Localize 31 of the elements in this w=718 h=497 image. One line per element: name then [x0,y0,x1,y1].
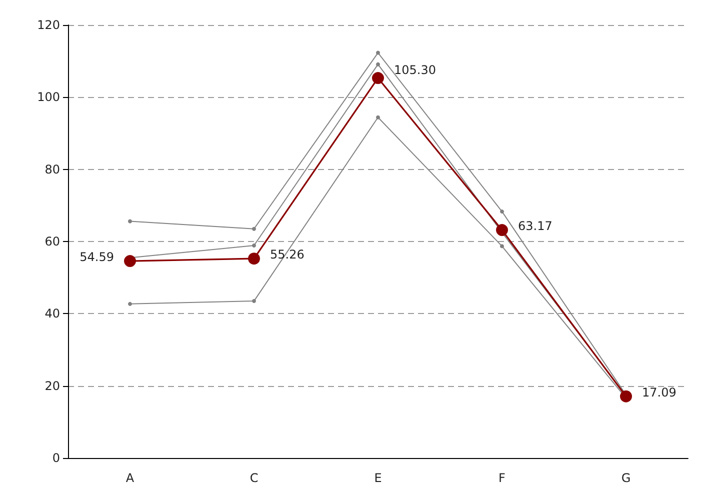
y-tick-label: 120 [37,18,60,32]
point [500,244,504,248]
x-tick-label: E [374,471,382,485]
x-tick-label: G [621,471,631,485]
y-tick-label: 80 [44,162,60,176]
point [252,226,256,231]
point [128,219,132,224]
data-label: 54.59 [80,250,114,264]
point [128,302,132,306]
data-label: 63.17 [518,219,552,234]
point [252,243,256,248]
y-tick-label: 40 [44,306,60,321]
y-tick-label: 20 [44,378,60,393]
point [252,299,256,304]
y-tick-label: 60 [44,234,60,248]
point [248,252,260,265]
point [500,210,504,214]
x-tick-label: A [126,471,135,485]
point [496,224,508,236]
point [372,72,384,84]
point [376,115,380,120]
point [376,50,380,55]
y-tick-label: 0 [52,451,60,465]
x-tick-label: F [498,471,506,485]
point [124,255,136,268]
data-label: 105.30 [394,63,436,78]
point [620,390,632,402]
data-label: 17.09 [642,385,676,400]
x-tick-label: C [250,471,258,485]
point [376,62,380,66]
y-tick-label: 100 [37,90,60,104]
